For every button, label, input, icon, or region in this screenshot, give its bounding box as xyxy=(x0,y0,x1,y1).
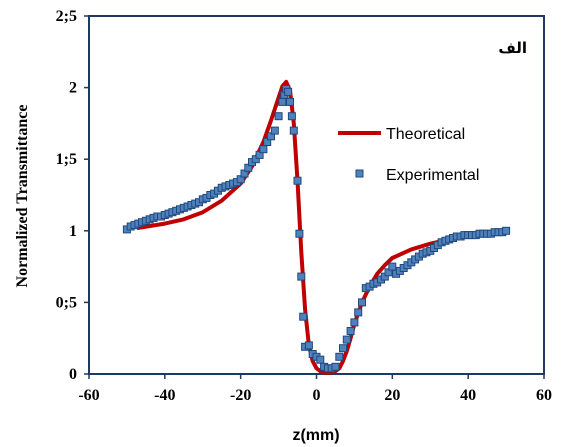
experimental-point xyxy=(299,312,308,321)
experimental-point xyxy=(354,308,363,317)
experimental-point xyxy=(316,355,325,364)
experimental-point xyxy=(278,97,287,106)
experimental-point xyxy=(297,272,306,281)
experimental-point xyxy=(284,87,293,96)
experimental-point xyxy=(331,362,340,371)
y-tick-label: 0 xyxy=(69,366,77,383)
legend: Theoretical Experimental xyxy=(338,126,479,184)
x-tick-label: 60 xyxy=(536,387,552,404)
x-tick-label: -60 xyxy=(78,387,99,404)
x-tick-label: -40 xyxy=(154,387,175,404)
y-tick-labels: 0 0;5 1 1;5 2 2;5 xyxy=(56,8,77,383)
experimental-point xyxy=(388,262,397,271)
panel-label: الف xyxy=(498,39,527,57)
y-tick-label: 0;5 xyxy=(56,294,77,311)
experimental-point xyxy=(289,126,298,135)
axis-ticks xyxy=(84,15,545,379)
x-axis-title: z(mm) xyxy=(292,427,339,444)
legend-label-theoretical: Theoretical xyxy=(386,126,465,143)
experimental-point xyxy=(339,344,347,353)
experimental-point xyxy=(335,352,344,361)
experimental-point xyxy=(286,97,294,106)
experimental-point xyxy=(293,176,302,185)
x-tick-labels: -60 -40 -20 0 20 40 60 xyxy=(78,387,552,404)
legend-label-experimental: Experimental xyxy=(386,167,479,184)
experimental-point xyxy=(502,226,511,235)
y-axis-title: Normalized Transmittance xyxy=(14,105,31,288)
experimental-point xyxy=(295,229,304,238)
plot-frame xyxy=(88,15,545,375)
x-tick-label: 20 xyxy=(384,387,400,404)
experimental-point xyxy=(346,327,355,335)
experimental-point xyxy=(270,126,279,135)
y-tick-label: 1;5 xyxy=(56,151,77,168)
experimental-point xyxy=(259,145,268,154)
y-tick-label: 2 xyxy=(69,80,77,97)
experimental-point xyxy=(304,341,313,350)
experimental-point xyxy=(287,112,296,121)
y-tick-label: 1 xyxy=(69,223,77,240)
experimental-point xyxy=(342,335,351,344)
y-tick-label: 2;5 xyxy=(56,8,77,25)
x-tick-label: -20 xyxy=(230,387,251,404)
series-layer xyxy=(122,79,511,375)
x-tick-label: 0 xyxy=(313,387,321,404)
legend-marker-experimental xyxy=(355,169,364,178)
experimental-point xyxy=(358,298,366,307)
x-tick-label: 40 xyxy=(460,387,476,404)
experimental-point xyxy=(350,318,359,327)
experimental-point xyxy=(274,112,283,121)
